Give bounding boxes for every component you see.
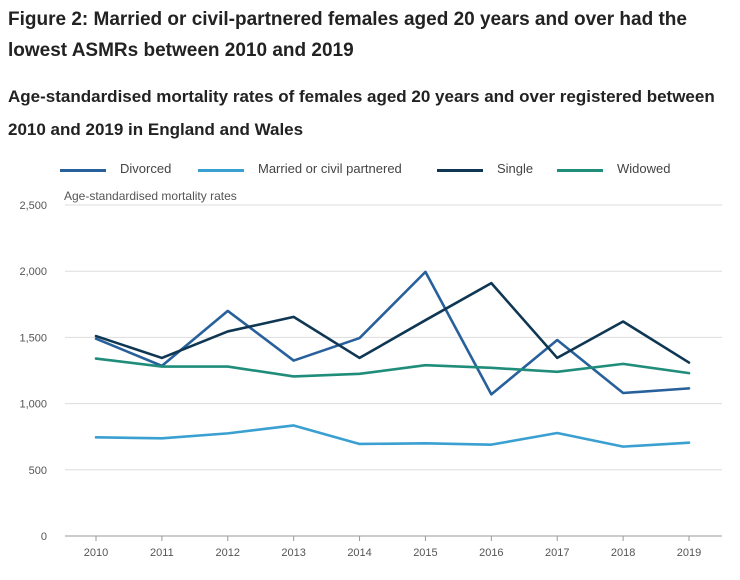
legend-swatch-single [437,169,483,172]
legend-label: Widowed [617,161,671,176]
x-tick-label: 2010 [84,547,108,559]
y-axis-label: Age-standardised mortality rates [64,189,237,203]
y-tick-label: 2,000 [19,266,47,278]
y-tick-label: 1,000 [19,399,47,411]
chart-legend: Divorced Married or civil partnered Sing… [0,160,740,180]
y-tick-label: 1,500 [19,332,47,344]
legend-label: Single [497,161,534,176]
legend-swatch-married [198,169,244,172]
chart-subtitle: Age-standardised mortality rates of fema… [8,87,715,139]
legend-swatch-divorced [60,169,106,172]
y-tick-label: 500 [29,465,47,477]
x-tick-label: 2017 [545,547,569,559]
x-tick-label: 2011 [150,547,174,559]
x-tick-label: 2019 [677,547,701,559]
legend-swatch-widowed [557,169,603,172]
x-tick-label: 2018 [611,547,635,559]
x-tick-label: 2014 [347,547,371,559]
x-tick-label: 2012 [216,547,240,559]
series-line-widowed [94,357,691,378]
series-line-single [94,281,691,364]
legend-label: Divorced [120,161,172,176]
series-line-married-or-civil-partnered [94,424,691,448]
y-tick-label: 0 [41,531,47,543]
x-tick-label: 2013 [281,547,305,559]
legend-label: Married or civil partnered [258,161,402,176]
y-tick-label: 2,500 [19,200,47,212]
x-tick-label: 2016 [479,547,503,559]
x-tick-label: 2015 [413,547,437,559]
chart-title: Figure 2: Married or civil-partnered fem… [8,9,687,61]
series-line-divorced [94,270,691,396]
